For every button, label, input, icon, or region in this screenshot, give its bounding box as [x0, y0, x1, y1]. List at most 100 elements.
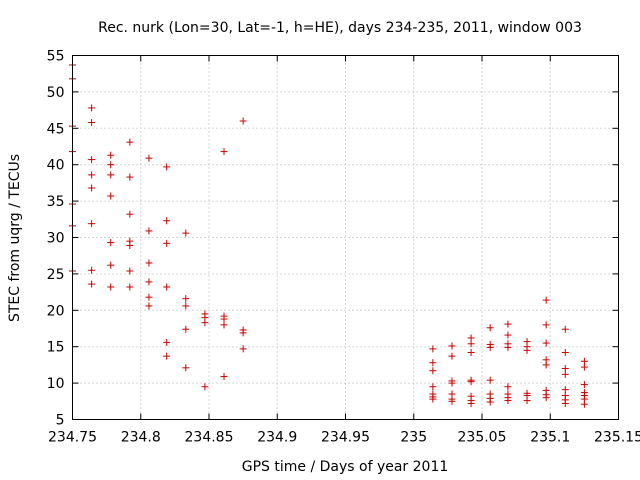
- data-point-marker: [561, 349, 569, 357]
- data-point-marker: [561, 325, 569, 333]
- data-point-marker: [126, 138, 134, 146]
- y-tick-label: 50: [47, 85, 65, 101]
- data-point-marker: [163, 163, 171, 171]
- grid-lines: [72, 55, 619, 420]
- data-point-marker: [182, 302, 190, 310]
- data-point-marker: [145, 227, 153, 235]
- data-point-marker: [145, 293, 153, 301]
- data-point-marker: [580, 381, 588, 389]
- data-point-marker: [239, 329, 247, 337]
- data-point-marker: [561, 370, 569, 378]
- x-axis-label: GPS time / Days of year 2011: [242, 459, 449, 475]
- data-point-marker: [107, 261, 115, 269]
- data-point-marker: [201, 319, 209, 327]
- data-point-marker: [182, 364, 190, 372]
- y-tick-label: 25: [47, 267, 65, 283]
- data-point-marker: [448, 379, 456, 387]
- data-point-marker: [561, 399, 569, 407]
- data-point-marker: [429, 367, 437, 375]
- data-point-marker: [88, 280, 96, 288]
- x-tick-label: 235.05: [458, 430, 507, 446]
- data-point-marker: [542, 339, 550, 347]
- data-point-marker: [126, 267, 134, 275]
- y-tick-label: 35: [47, 194, 65, 210]
- data-point-marker: [486, 398, 494, 406]
- plot-frame: [72, 55, 619, 420]
- data-point-marker: [220, 321, 228, 329]
- data-point-marker: [580, 400, 588, 408]
- data-point-marker: [126, 283, 134, 291]
- data-point-marker: [448, 352, 456, 360]
- data-point-marker: [542, 361, 550, 369]
- y-tick-label: 30: [47, 231, 65, 247]
- data-points: [69, 61, 588, 408]
- y-tick-label: 10: [47, 376, 65, 392]
- x-tick-label: 235.15: [594, 430, 640, 446]
- data-point-marker: [88, 266, 96, 274]
- data-point-marker: [542, 321, 550, 329]
- y-tick-label: 5: [56, 413, 65, 429]
- data-point-marker: [523, 397, 531, 405]
- data-point-marker: [239, 117, 247, 125]
- data-point-marker: [88, 104, 96, 112]
- data-point-marker: [504, 331, 512, 339]
- data-point-marker: [239, 345, 247, 353]
- data-point-marker: [201, 383, 209, 391]
- data-point-marker: [429, 345, 437, 353]
- data-point-marker: [542, 296, 550, 304]
- x-tick-label: 234.8: [121, 430, 161, 446]
- data-point-marker: [542, 394, 550, 402]
- data-point-marker: [107, 151, 115, 159]
- data-point-marker: [88, 118, 96, 126]
- data-point-marker: [429, 359, 437, 367]
- data-point-marker: [88, 220, 96, 228]
- data-point-marker: [88, 184, 96, 192]
- data-point-marker: [467, 399, 475, 407]
- chart-title: Rec. nurk (Lon=30, Lat=-1, h=HE), days 2…: [98, 20, 582, 36]
- y-tick-label: 40: [47, 158, 65, 174]
- data-point-marker: [88, 171, 96, 179]
- data-point-marker: [163, 352, 171, 360]
- data-point-marker: [429, 383, 437, 391]
- data-point-marker: [486, 376, 494, 384]
- data-point-marker: [504, 320, 512, 328]
- axis-ticks: 5 10 15 20 25 30 35 40 45 50 55 234.75 234.8 234.85 23…: [47, 49, 640, 446]
- x-tick-label: 234.95: [321, 430, 370, 446]
- data-point-marker: [163, 217, 171, 225]
- data-point-marker: [429, 395, 437, 403]
- data-point-marker: [107, 161, 115, 169]
- x-tick-label: 234.75: [48, 430, 97, 446]
- data-point-marker: [467, 349, 475, 357]
- data-point-marker: [182, 295, 190, 303]
- y-tick-label: 45: [47, 121, 65, 137]
- data-point-marker: [107, 192, 115, 200]
- data-point-marker: [504, 343, 512, 351]
- y-tick-label: 20: [47, 303, 65, 319]
- data-point-marker: [145, 278, 153, 286]
- data-point-marker: [448, 342, 456, 350]
- data-point-marker: [486, 343, 494, 351]
- x-tick-label: 235: [400, 430, 427, 446]
- data-point-marker: [107, 239, 115, 247]
- y-tick-label: 15: [47, 340, 65, 356]
- data-point-marker: [163, 239, 171, 247]
- y-tick-label: 55: [47, 49, 65, 65]
- x-tick-label: 235.1: [530, 430, 570, 446]
- data-point-marker: [126, 210, 134, 218]
- data-point-marker: [145, 154, 153, 162]
- data-point-marker: [467, 340, 475, 348]
- data-point-marker: [107, 171, 115, 179]
- data-point-marker: [163, 283, 171, 291]
- data-point-marker: [523, 346, 531, 354]
- data-point-marker: [504, 383, 512, 391]
- data-point-marker: [126, 173, 134, 181]
- data-point-marker: [182, 229, 190, 237]
- data-point-marker: [486, 324, 494, 332]
- data-point-marker: [448, 397, 456, 405]
- data-point-marker: [220, 148, 228, 156]
- data-point-marker: [580, 363, 588, 371]
- data-point-marker: [182, 325, 190, 333]
- data-point-marker: [467, 378, 475, 386]
- data-point-marker: [220, 373, 228, 381]
